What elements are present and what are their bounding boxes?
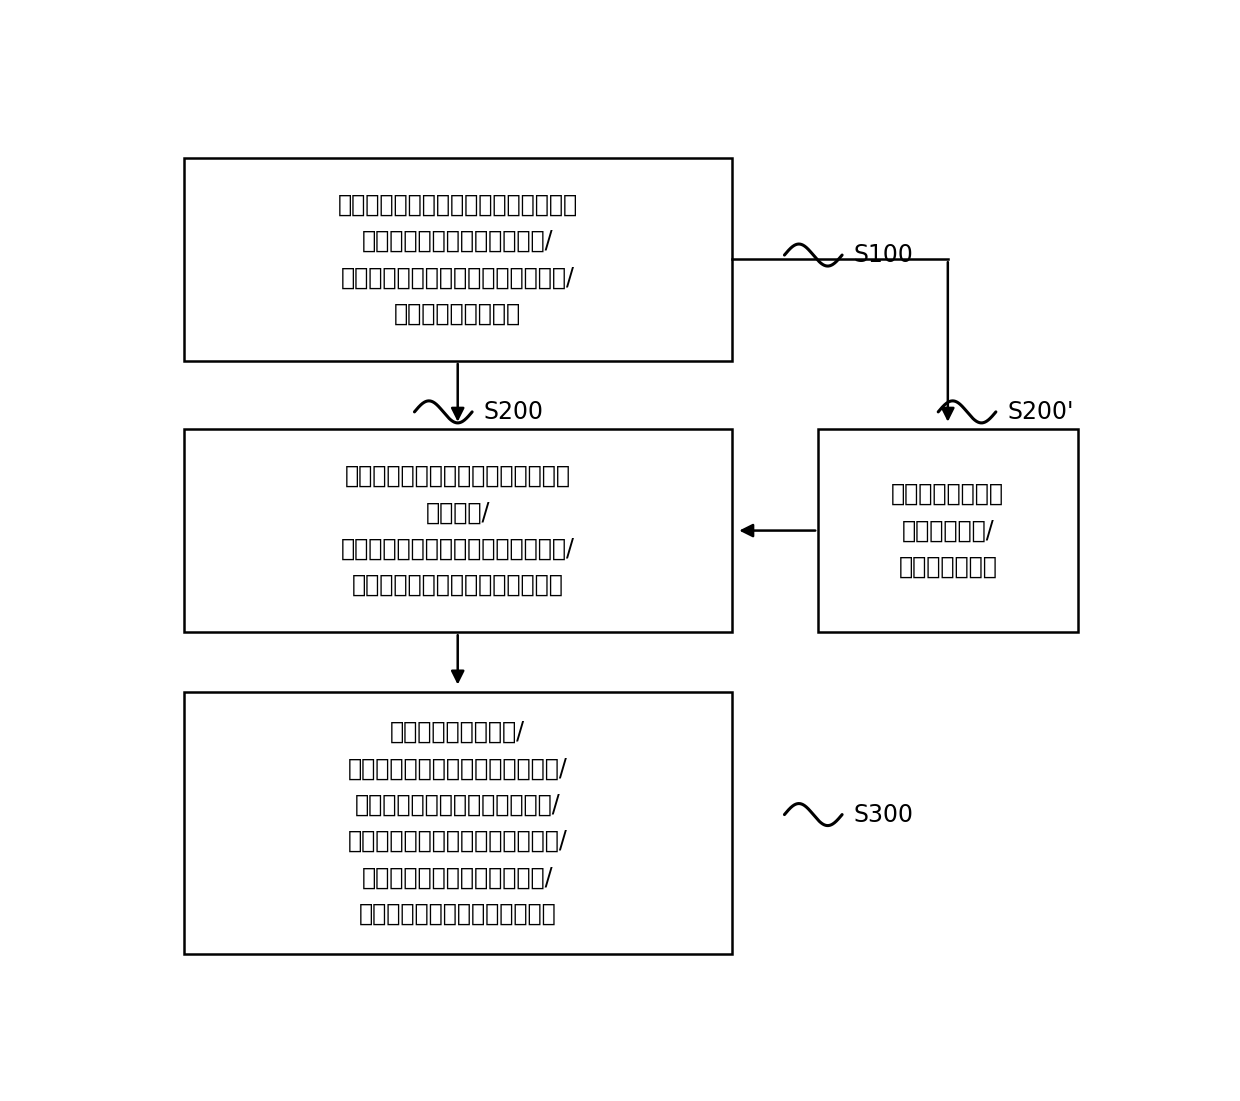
Bar <box>184 429 732 632</box>
Text: S200: S200 <box>484 400 543 424</box>
Text: S300: S300 <box>853 803 914 827</box>
Text: 机器视觉系统捕捉
并存储线控器/
灯板的运行状态: 机器视觉系统捕捉 并存储线控器/ 灯板的运行状态 <box>892 482 1004 579</box>
Text: S200': S200' <box>1007 400 1074 424</box>
Text: 工装控制板读取工装检测板检测到的
空调内机/
外机负载的运行状态，并将空调内机/
外机负载的运行状态反馈至上位机: 工装控制板读取工装检测板检测到的 空调内机/ 外机负载的运行状态，并将空调内机/… <box>341 464 574 597</box>
Text: 上位机通过空调内机/
外机负载的运行状态，以及线控器/
灯板的运行状态，获取空调内机/
外机的运行状态，并比对空调内机/
外机预期运行状态及空调内机/
外机的运: 上位机通过空调内机/ 外机负载的运行状态，以及线控器/ 灯板的运行状态，获取空调… <box>347 720 568 926</box>
Bar <box>818 429 1078 632</box>
Text: 工装控制板接收上位机下发的控制命令
，并根据控制命令控制线控器/
灯板的运行状态，进而控制空调内机/
外机负载的运行状态: 工装控制板接收上位机下发的控制命令 ，并根据控制命令控制线控器/ 灯板的运行状态… <box>337 193 578 326</box>
Text: S100: S100 <box>853 243 914 268</box>
Bar <box>184 157 732 361</box>
Bar <box>184 691 732 955</box>
